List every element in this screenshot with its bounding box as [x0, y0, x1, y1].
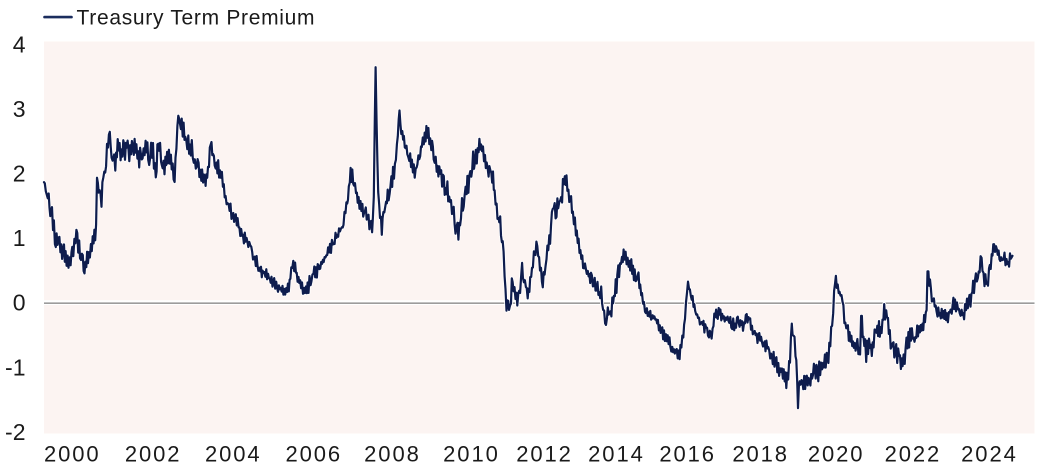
svg-text:2002: 2002 — [125, 442, 182, 467]
svg-text:1: 1 — [13, 225, 26, 251]
svg-text:2022: 2022 — [885, 442, 942, 467]
svg-text:3: 3 — [13, 96, 26, 122]
svg-text:Treasury Term Premium: Treasury Term Premium — [77, 7, 316, 30]
svg-text:2012: 2012 — [516, 442, 573, 467]
svg-text:4: 4 — [13, 31, 26, 57]
svg-text:2000: 2000 — [44, 442, 101, 467]
svg-text:2018: 2018 — [732, 442, 789, 467]
svg-text:-1: -1 — [5, 354, 25, 380]
svg-text:2006: 2006 — [285, 442, 342, 467]
svg-text:2008: 2008 — [364, 442, 421, 467]
svg-text:2024: 2024 — [961, 442, 1018, 467]
svg-text:-2: -2 — [5, 419, 25, 445]
svg-text:2: 2 — [13, 161, 26, 187]
svg-text:0: 0 — [13, 290, 26, 316]
svg-text:2010: 2010 — [443, 442, 500, 467]
svg-text:2014: 2014 — [588, 442, 645, 467]
svg-text:2020: 2020 — [808, 442, 865, 467]
svg-text:2016: 2016 — [659, 442, 716, 467]
svg-text:2004: 2004 — [205, 442, 262, 467]
